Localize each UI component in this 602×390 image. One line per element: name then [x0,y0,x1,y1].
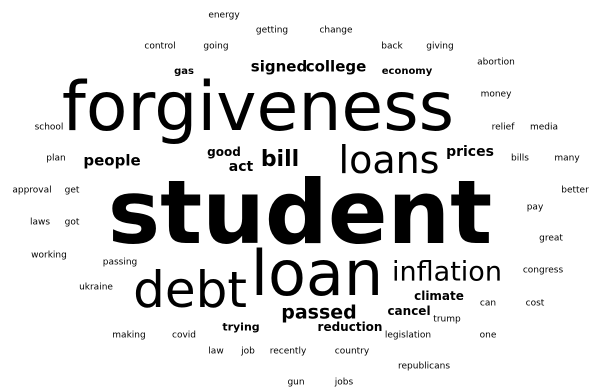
word-plan: plan [46,153,66,164]
word-loans: loans [338,138,440,182]
word-recently: recently [269,346,307,357]
word-working: working [31,250,67,261]
word-better: better [561,185,589,196]
word-get: get [64,185,80,196]
word-approval: approval [12,185,52,196]
word-reduction: reduction [317,320,383,334]
word-climate: climate [414,289,464,303]
word-abortion: abortion [477,57,515,68]
word-student: student [107,161,493,264]
word-trying: trying [222,320,260,334]
word-job: job [241,346,255,357]
word-one: one [479,330,497,341]
word-law: law [208,346,224,357]
word-ukraine: ukraine [79,282,113,293]
word-got: got [64,217,80,228]
word-bill: bill [260,147,300,172]
word-laws: laws [29,217,51,228]
word-money: money [480,89,512,100]
word-can: can [479,298,497,309]
word-great: great [539,233,563,244]
word-act: act [228,159,254,175]
word-back: back [381,41,403,52]
word-college: college [305,57,367,76]
word-republicans: republicans [397,361,451,372]
word-media: media [529,122,559,133]
word-many: many [554,153,580,164]
word-change: change [319,25,353,36]
word-bills: bills [511,153,529,164]
word-cancel: cancel [387,304,431,318]
word-gun: gun [287,377,305,388]
word-debt: debt [133,261,247,319]
word-prices: prices [446,144,494,160]
word-gas: gas [174,66,194,77]
word-economy: economy [381,66,433,77]
word-jobs: jobs [334,377,354,388]
word-energy: energy [208,10,240,21]
word-passing: passing [102,257,138,268]
word-trump: trump [433,314,461,325]
word-congress: congress [522,265,564,276]
word-passed: passed [281,301,357,324]
word-country: country [334,346,370,357]
word-getting: getting [255,25,289,36]
word-forgiveness: forgiveness [61,68,455,147]
word-people: people [83,151,141,170]
word-covid: covid [172,330,196,341]
word-making: making [112,330,146,341]
word-pay: pay [526,202,544,213]
word-giving: giving [426,41,454,52]
word-inflation: inflation [392,256,502,288]
word-cost: cost [525,298,545,309]
word-control: control [144,41,176,52]
word-signed: signed [250,57,308,76]
word-loan: loan [250,237,384,310]
word-relief: relief [491,122,515,133]
word-going: going [203,41,229,52]
word-good: good [207,145,241,159]
word-school: school [34,122,64,133]
word-legislation: legislation [384,330,432,341]
